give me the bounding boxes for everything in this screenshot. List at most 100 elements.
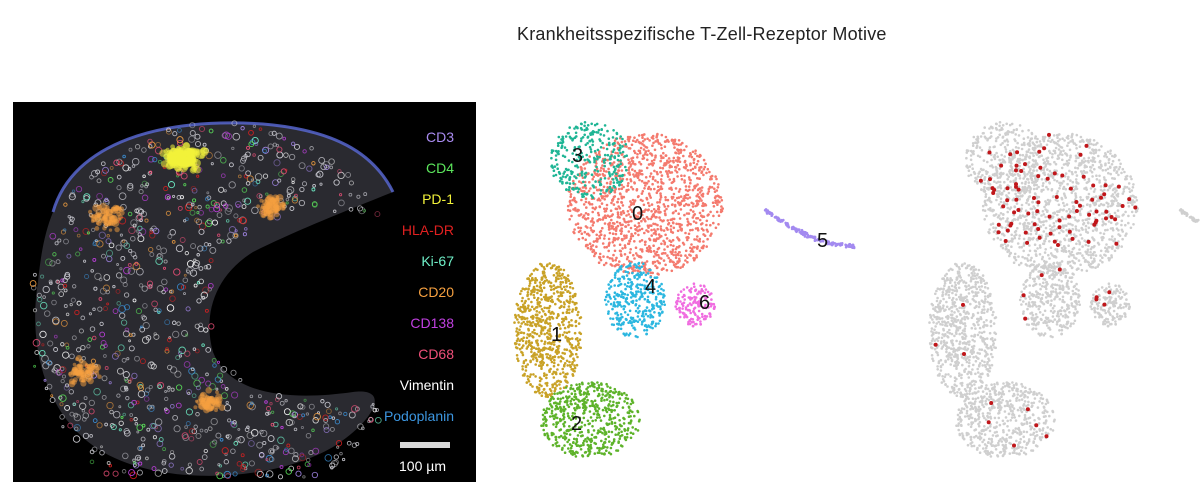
motif-cell xyxy=(1036,200,1041,205)
motif-cell xyxy=(1103,183,1108,188)
motif-cell xyxy=(1015,150,1020,155)
legend-cd68: CD68 xyxy=(418,346,454,362)
motif-cell xyxy=(962,352,966,356)
motif-cell xyxy=(1081,174,1086,179)
legend-pd1: PD-1 xyxy=(422,191,454,207)
motif-cell xyxy=(989,401,994,405)
motif-cell xyxy=(1003,239,1008,243)
motif-cell xyxy=(988,177,992,182)
motif-cell xyxy=(996,230,1001,235)
figure-title: Krankheitsspezifische T-Zell-Rezeptor Mo… xyxy=(517,24,887,44)
cluster-label-2: 2 xyxy=(571,413,583,435)
motif-cell xyxy=(1032,222,1037,227)
motif-cell xyxy=(986,420,991,425)
motif-cell xyxy=(1005,186,1010,191)
motif-cell xyxy=(1036,174,1041,179)
motif-cell xyxy=(1102,192,1107,197)
motif-cell xyxy=(1086,239,1091,244)
motif-cell xyxy=(1054,195,1059,199)
motif-cell xyxy=(1014,184,1018,189)
motif-cell xyxy=(1035,209,1040,214)
motif-cell xyxy=(1026,211,1031,216)
motif-cell xyxy=(987,150,992,155)
motif-cell xyxy=(1090,197,1095,202)
legend-cd4: CD4 xyxy=(425,160,454,176)
motif-cell xyxy=(1074,209,1079,213)
motif-cell xyxy=(1127,197,1132,202)
motif-cell xyxy=(1037,149,1042,154)
cluster-label-6: 6 xyxy=(699,292,711,314)
motif-cell xyxy=(1057,267,1062,272)
motif-cell xyxy=(1037,235,1042,240)
motif-cell xyxy=(1019,169,1024,173)
cluster-label-1: 1 xyxy=(551,324,563,346)
motif-cell xyxy=(1008,223,1013,228)
motif-cell xyxy=(1023,230,1028,235)
motif-cell xyxy=(1014,163,1019,168)
motif-cell xyxy=(1104,209,1109,214)
cluster-label-3: 3 xyxy=(572,145,584,167)
motif-cell xyxy=(1012,210,1017,215)
motif-cell xyxy=(1113,217,1118,222)
motif-cell xyxy=(1052,239,1057,244)
umap-cluster-plot xyxy=(513,121,856,458)
motif-cell xyxy=(1091,183,1096,188)
motif-cell xyxy=(1078,152,1083,157)
motif-cell xyxy=(1070,236,1075,241)
motif-cell xyxy=(1047,214,1052,219)
motif-cell xyxy=(1016,208,1021,212)
motif-cell xyxy=(1109,215,1114,219)
motif-cell xyxy=(1074,200,1079,204)
legend-ki67: Ki-67 xyxy=(421,253,454,269)
motif-cell xyxy=(1023,162,1027,167)
motif-cell xyxy=(978,178,983,183)
motif-cell xyxy=(1094,209,1099,214)
scale-bar xyxy=(400,442,450,448)
motif-cell xyxy=(1039,273,1044,278)
legend-vimentin: Vimentin xyxy=(399,377,454,393)
motif-cell xyxy=(1038,165,1043,170)
motif-cell xyxy=(999,163,1004,168)
umap-motif-plot xyxy=(928,121,1200,458)
legend-podoplanin: Podoplanin xyxy=(383,408,454,424)
motif-cell xyxy=(1133,205,1138,210)
motif-cell xyxy=(1005,228,1010,233)
cluster-label-4: 4 xyxy=(645,276,657,298)
tissue-image xyxy=(29,120,395,480)
legend-cd3: CD3 xyxy=(425,129,454,145)
motif-cell xyxy=(1052,171,1057,176)
motif-cell xyxy=(1005,198,1010,203)
motif-cell xyxy=(1032,196,1036,200)
motif-cell xyxy=(1114,241,1119,246)
motif-cell xyxy=(1036,227,1041,231)
motif-cell xyxy=(1068,186,1073,191)
motif-cell xyxy=(1056,243,1060,247)
motif-cell xyxy=(1116,184,1121,189)
motif-cell xyxy=(1008,152,1013,157)
motif-cell xyxy=(1094,295,1099,300)
fluorescence-micrograph: CD3 CD4 PD-1 HLA-DR Ki-67 CD20 CD138 CD6… xyxy=(13,102,476,482)
motif-cell xyxy=(1014,197,1019,202)
motif-cell xyxy=(1014,168,1018,173)
motif-cell xyxy=(1099,195,1103,200)
motif-cell xyxy=(1078,203,1082,208)
motif-cell xyxy=(1045,176,1050,181)
motif-cell xyxy=(990,186,995,191)
motif-cell xyxy=(991,191,996,195)
motif-cell xyxy=(1060,173,1065,178)
cluster-label-0: 0 xyxy=(632,203,644,225)
motif-cell xyxy=(1084,143,1089,148)
marker-legend: CD3 CD4 PD-1 HLA-DR Ki-67 CD20 CD138 CD6… xyxy=(384,122,454,432)
motif-cell xyxy=(1012,443,1016,448)
motif-cell xyxy=(1023,316,1028,321)
motif-cell xyxy=(1104,216,1108,221)
motif-cell xyxy=(1094,218,1099,223)
motif-cell xyxy=(1107,290,1112,295)
motif-cell xyxy=(1048,231,1053,236)
motif-cell xyxy=(1047,132,1051,137)
motif-cell xyxy=(1021,293,1026,298)
motif-cell xyxy=(1025,240,1030,245)
motif-cell xyxy=(1014,182,1018,187)
motif-cell xyxy=(961,302,965,307)
